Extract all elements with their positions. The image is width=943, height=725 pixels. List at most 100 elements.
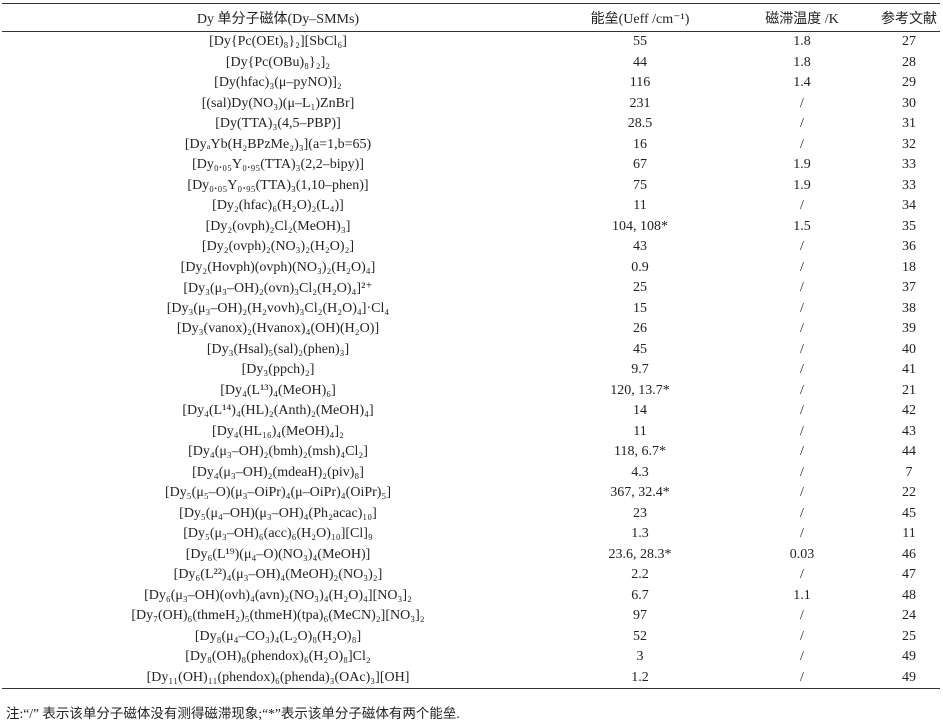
table-cell: 49: [878, 667, 940, 689]
table-cell: 1.8: [793, 34, 811, 50]
table-cell: 7: [905, 464, 913, 480]
table-cell: 42: [902, 403, 916, 419]
table-cell: [Dy₅(μ₄–OH)(μ₃–OH)₄(Ph₂acac)₁₀]: [179, 505, 377, 521]
table-cell: 14: [633, 403, 647, 419]
table-cell: [Dy₁₁(OH)₁₁(phendox)₆(phenda)₃(OAc)₃][OH…: [2, 667, 554, 689]
table-cell: [Dy₄(L¹³)₄(MeOH)₆]: [220, 382, 336, 398]
table-row: [Dy₄(L¹⁴)₄(HL)₂(Anth)₂(MeOH)₄] 14 / 42: [2, 401, 940, 422]
table-cell: [Dy₀.₀₅Y₀.₉₅(TTA)₃(2,2–bipy)]: [192, 157, 364, 173]
table-cell: [Dy₃(μ₃–OH)₂(H₂vovh)₃Cl₂(H₂O)₄]·Cl₄: [166, 300, 390, 316]
table-cell: 34: [902, 198, 916, 214]
table-cell: /: [800, 198, 804, 214]
table-row: [Dy₆(L¹⁹)(μ₄–O)(NO₃)₄(MeOH)] 23.6, 28.3* 0…: [2, 545, 940, 566]
header-cell: 能垒(Ueff /cm⁻¹): [554, 3, 726, 32]
table-cell: 45: [902, 505, 916, 521]
table-cell: 9.7: [631, 362, 649, 378]
table-cell: [Dy₂(hfac)₆(H₂O)₂(L₄)]: [212, 198, 344, 214]
table-cell: 29: [902, 75, 916, 91]
table-cell: [Dy₆(L²²)₄(μ₃–OH)₄(MeOH)₂(NO₃)₂]: [173, 567, 383, 583]
table-cell: [(sal)Dy(NO₃)(μ–L₁)ZnBr]: [201, 95, 355, 111]
table-cell: 1.2: [554, 667, 726, 689]
table-cell: [Dy₀.₀₅Y₀.₉₅(TTA)₃(1,10–phen)]: [187, 177, 369, 193]
table-cell: 0.9: [631, 259, 649, 275]
table-cell: [Dy₂(ovph)₂Cl₂(MeOH)₃]: [205, 218, 351, 234]
table-cell: /: [800, 485, 804, 501]
table-cell: 1.1: [793, 587, 811, 603]
table-cell: 48: [902, 587, 916, 603]
data-table: Dy 单分子磁体(Dy–SMMs) 能垒(Ueff /cm⁻¹) 磁滞温度 /K…: [2, 3, 940, 689]
table-cell: 35: [902, 218, 916, 234]
table-cell: 231: [629, 95, 651, 111]
table-cell: 97: [633, 608, 647, 624]
table-cell: [Dy₃(μ₃–OH)₂(ovn)₃Cl₂(H₂O)₄]²⁺: [183, 280, 373, 296]
table-cell: 30: [902, 95, 916, 111]
table-cell: [Dy₃(Hsal)₅(sal)₂(phen)₃]: [206, 341, 350, 357]
table-row: [Dy₂(Hovph)(ovph)(NO₃)₂(H₂O)₄] 0.9 / 18: [2, 258, 940, 279]
header-row: Dy 单分子磁体(Dy–SMMs) 能垒(Ueff /cm⁻¹) 磁滞温度 /K…: [2, 3, 940, 32]
table-cell: [Dy₄(HL₁₆)₄(MeOH)₄]₂: [212, 423, 344, 439]
table-cell: /: [800, 628, 804, 644]
table-row: [Dy₈(μ₄–CO₃)₄(L₂O)₈(H₂O)₈] 52 / 25: [2, 627, 940, 648]
table-cell: [Dy{Pc(OBu)₈}₂]₂: [225, 54, 331, 70]
table-cell: 1.5: [793, 218, 811, 234]
table-row: [Dy₀.₀₅Y₀.₉₅(TTA)₃(2,2–bipy)] 67 1.9 33: [2, 155, 940, 176]
table-cell: 15: [633, 300, 647, 316]
table-cell: [Dy₄(μ₃–OH)₂(bmh)₂(msh)₄Cl₂]: [188, 444, 368, 460]
table-cell: 21: [902, 382, 916, 398]
table-row: [Dy₃(vanox)₂(Hvanox)₄(OH)(H₂O)] 26 / 39: [2, 319, 940, 340]
table-cell: 28: [902, 54, 916, 70]
header-cell: Dy 单分子磁体(Dy–SMMs): [2, 3, 554, 32]
table-cell: 44: [902, 444, 916, 460]
table-cell: /: [726, 667, 878, 689]
table-cell: [Dy₆(L¹⁹)(μ₄–O)(NO₃)₄(MeOH)]: [185, 546, 371, 562]
table-cell: /: [800, 321, 804, 337]
table-cell: 22: [902, 485, 916, 501]
table-cell: /: [800, 567, 804, 583]
table-row: [(sal)Dy(NO₃)(μ–L₁)ZnBr] 231 / 30: [2, 94, 940, 115]
table-cell: 40: [902, 341, 916, 357]
table-row: [Dy₆(L²²)₄(μ₃–OH)₄(MeOH)₂(NO₃)₂] 2.2 / 47: [2, 565, 940, 586]
table-cell: 23.6, 28.3*: [608, 546, 672, 562]
table-cell: /: [800, 239, 804, 255]
table-row: [Dy₄(μ₃–OH)₂(bmh)₂(msh)₄Cl₂] 118, 6.7* / 44: [2, 442, 940, 463]
table-cell: 37: [902, 280, 916, 296]
table-cell: 36: [902, 239, 916, 255]
table-cell: /: [800, 526, 804, 542]
table-cell: 23: [633, 505, 647, 521]
table-cell: 2.2: [631, 567, 649, 583]
table-cell: 1.8: [793, 54, 811, 70]
table-cell: [Dy₄(μ₃–OH)₂(mdeaH)₂(piv)₈]: [192, 464, 364, 480]
table-cell: 39: [902, 321, 916, 337]
table-cell: 120, 13.7*: [610, 382, 670, 398]
table-cell: /: [800, 608, 804, 624]
table-cell: [Dy₅(μ₃–OH)₆(acc)₆(H₂O)₁₀][Cl]₉: [183, 526, 373, 542]
table-cell: [Dy₄(L¹⁴)₄(HL)₂(Anth)₂(MeOH)₄]: [182, 403, 374, 419]
table-cell: 367, 32.4*: [610, 485, 670, 501]
table-cell: /: [800, 341, 804, 357]
table-cell: 41: [902, 362, 916, 378]
table-body: [Dy{Pc(OEt)₈}₂][SbCl₆] 55 1.8 27 [Dy{Pc(OBu)…: [2, 32, 940, 689]
table-cell: /: [800, 95, 804, 111]
table-cell: /: [800, 136, 804, 152]
table-row: [Dy₄(L¹³)₄(MeOH)₆] 120, 13.7* / 21: [2, 381, 940, 402]
table-cell: [Dy₈(μ₄–CO₃)₄(L₂O)₈(H₂O)₈]: [194, 628, 362, 644]
table-cell: [Dy₈(OH)₈(phendox)₆(H₂O)₈]Cl₂: [185, 649, 371, 665]
table-row: [Dy{Pc(OBu)₈}₂]₂ 44 1.8 28: [2, 53, 940, 74]
table-cell: [Dy₃(vanox)₂(Hvanox)₄(OH)(H₂O)]: [176, 321, 380, 337]
table-cell: /: [800, 259, 804, 275]
table-row: [Dy₂(ovph)₂(NO₃)₂(H₂O)₂] 43 / 36: [2, 237, 940, 258]
table-row: [Dy₄(μ₃–OH)₂(mdeaH)₂(piv)₈] 4.3 / 7: [2, 463, 940, 484]
table-row: [Dy₂(ovph)₂Cl₂(MeOH)₃] 104, 108* 1.5 35: [2, 217, 940, 238]
table-cell: 38: [902, 300, 916, 316]
table-cell: 104, 108*: [612, 218, 668, 234]
table-cell: [Dy₂(Hovph)(ovph)(NO₃)₂(H₂O)₄]: [180, 259, 376, 275]
table-cell: [Dy(TTA)₃(4,5–PBP)]: [215, 116, 341, 132]
table-row: [Dy₃(μ₃–OH)₂(ovn)₃Cl₂(H₂O)₄]²⁺ 25 / 37: [2, 278, 940, 299]
table-row: [Dy₂(hfac)₆(H₂O)₂(L₄)] 11 / 34: [2, 196, 940, 217]
table-cell: 75: [633, 177, 647, 193]
table-cell: /: [800, 423, 804, 439]
table-cell: /: [800, 403, 804, 419]
table-row: [Dy₅(μ₃–OH)₆(acc)₆(H₂O)₁₀][Cl]₉ 1.3 / 11: [2, 524, 940, 545]
table-cell: 16: [633, 136, 647, 152]
